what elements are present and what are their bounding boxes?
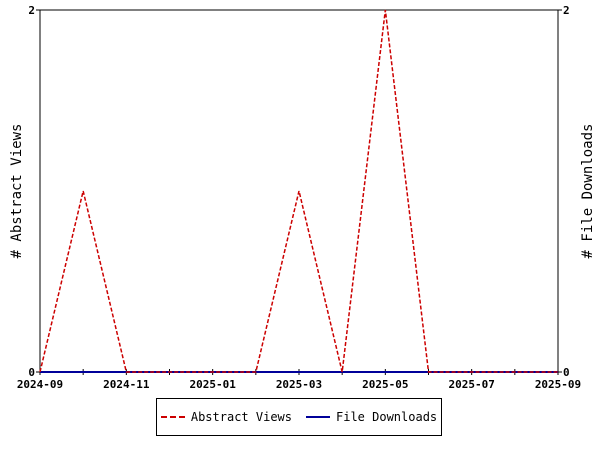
x-tick-label: 2025-07 (448, 378, 494, 391)
legend-entry-file-downloads: File Downloads (306, 410, 437, 424)
x-tick-label: 2025-05 (362, 378, 408, 391)
x-tick-label: 2024-11 (103, 378, 150, 391)
legend-swatch-file-downloads (306, 416, 330, 418)
x-tick-label: 2024-09 (17, 378, 63, 391)
y-right-tick-label: 0 (563, 366, 570, 379)
legend-label-file-downloads: File Downloads (336, 410, 438, 424)
x-tick-label: 2025-01 (189, 378, 236, 391)
legend-entry-abstract-views: Abstract Views (160, 410, 292, 424)
x-tick-label: 2025-03 (276, 378, 322, 391)
legend-label-abstract-views: Abstract Views (190, 410, 292, 424)
y-left-tick-label: 0 (28, 366, 35, 379)
y-right-tick-label: 2 (563, 4, 570, 17)
legend: Abstract Views File Downloads (156, 398, 442, 436)
y-right-axis-label: # File Downloads (580, 124, 596, 259)
series-line-abstract-views (39, 9, 558, 373)
legend-swatch-abstract-views (160, 416, 185, 418)
y-left-axis-label: # Abstract Views (9, 124, 25, 259)
x-tick-label: 2025-09 (535, 378, 581, 391)
y-left-tick-label: 2 (28, 4, 35, 17)
